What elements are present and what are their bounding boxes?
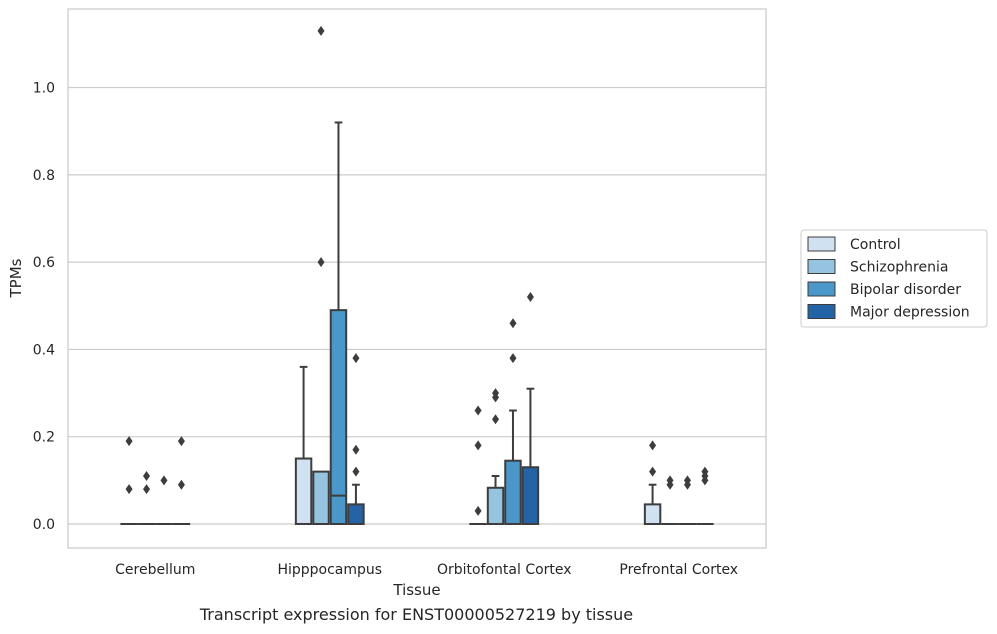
- legend-label: Schizophrenia: [850, 260, 948, 276]
- outlier-point: [526, 292, 534, 303]
- legend-label: Major depression: [850, 305, 970, 321]
- outlier-point: [492, 414, 500, 425]
- y-tick-label: 1.0: [33, 81, 55, 97]
- legend-label: Bipolar disorder: [850, 282, 961, 298]
- box-body: [643, 503, 662, 525]
- box-1-2: [486, 474, 505, 525]
- legend-frame: [800, 229, 988, 328]
- y-tick-label: 0.8: [33, 168, 55, 184]
- legend-swatch: [807, 281, 836, 297]
- box-body: [486, 486, 505, 525]
- box-body: [504, 459, 522, 525]
- box-1-1: [312, 470, 330, 525]
- box-3-2: [521, 387, 540, 525]
- x-axis-title: Tissue: [392, 581, 440, 599]
- legend-swatch: [807, 259, 836, 274]
- outlier-point: [352, 353, 360, 364]
- outlier-point: [160, 475, 168, 486]
- box-body: [521, 466, 540, 525]
- x-tick-label: Hipppocampus: [277, 562, 382, 578]
- y-axis-title: TPMs: [7, 258, 25, 298]
- box-2-2: [504, 409, 522, 525]
- chart-caption: Transcript expression for ENST0000052721…: [199, 605, 634, 624]
- outlier-point: [683, 479, 691, 490]
- y-tick-labels: 0.0 0.2 0.4 0.6 0.8 1.0: [33, 81, 55, 533]
- x-tick-label: Prefrontal Cortex: [619, 562, 738, 578]
- x-tick-label: Cerebellum: [115, 562, 195, 578]
- box-3-1: [347, 483, 365, 525]
- box-body: [312, 470, 330, 525]
- outlier-point: [649, 440, 657, 451]
- legend-swatch: [807, 236, 836, 252]
- outlier-point: [317, 257, 325, 268]
- legend: Control Schizophrenia Bipolar disorder Majo…: [800, 229, 988, 328]
- gridlines: [68, 86, 766, 525]
- outlier-point: [177, 436, 185, 447]
- outlier-points: [125, 25, 709, 516]
- y-tick-label: 0.0: [33, 517, 55, 533]
- y-tick-label: 0.2: [33, 430, 55, 446]
- outlier-point: [352, 444, 360, 455]
- x-tick-labels: Cerebellum Hipppocampus Orbitofontal Corte…: [115, 562, 738, 578]
- outlier-point: [352, 466, 360, 477]
- box-body: [329, 309, 348, 525]
- outlier-point: [474, 440, 482, 451]
- outlier-point: [492, 392, 500, 403]
- x-tick-label: Orbitofontal Cortex: [437, 562, 572, 578]
- outlier-point: [125, 436, 133, 447]
- outlier-point: [701, 475, 709, 486]
- y-tick-label: 0.6: [33, 255, 55, 271]
- outlier-point: [474, 505, 482, 516]
- outlier-point: [649, 466, 657, 477]
- boxes: [120, 121, 714, 526]
- outlier-point: [474, 405, 482, 416]
- box-0-1: [294, 365, 313, 525]
- plot-frame: [67, 8, 767, 549]
- outlier-point: [143, 484, 151, 495]
- outlier-point: [177, 479, 185, 490]
- outlier-point: [317, 25, 325, 36]
- box-body: [347, 503, 365, 525]
- y-tick-label: 0.4: [33, 342, 55, 358]
- legend-swatch: [807, 304, 836, 319]
- outlier-point: [143, 470, 151, 481]
- outlier-point: [509, 318, 517, 329]
- box-2-1: [329, 121, 348, 525]
- outlier-point: [509, 353, 517, 364]
- outlier-point: [666, 479, 674, 490]
- box-body: [294, 457, 313, 525]
- box-0-3: [643, 483, 662, 525]
- legend-label: Control: [850, 237, 901, 253]
- outlier-point: [125, 484, 133, 495]
